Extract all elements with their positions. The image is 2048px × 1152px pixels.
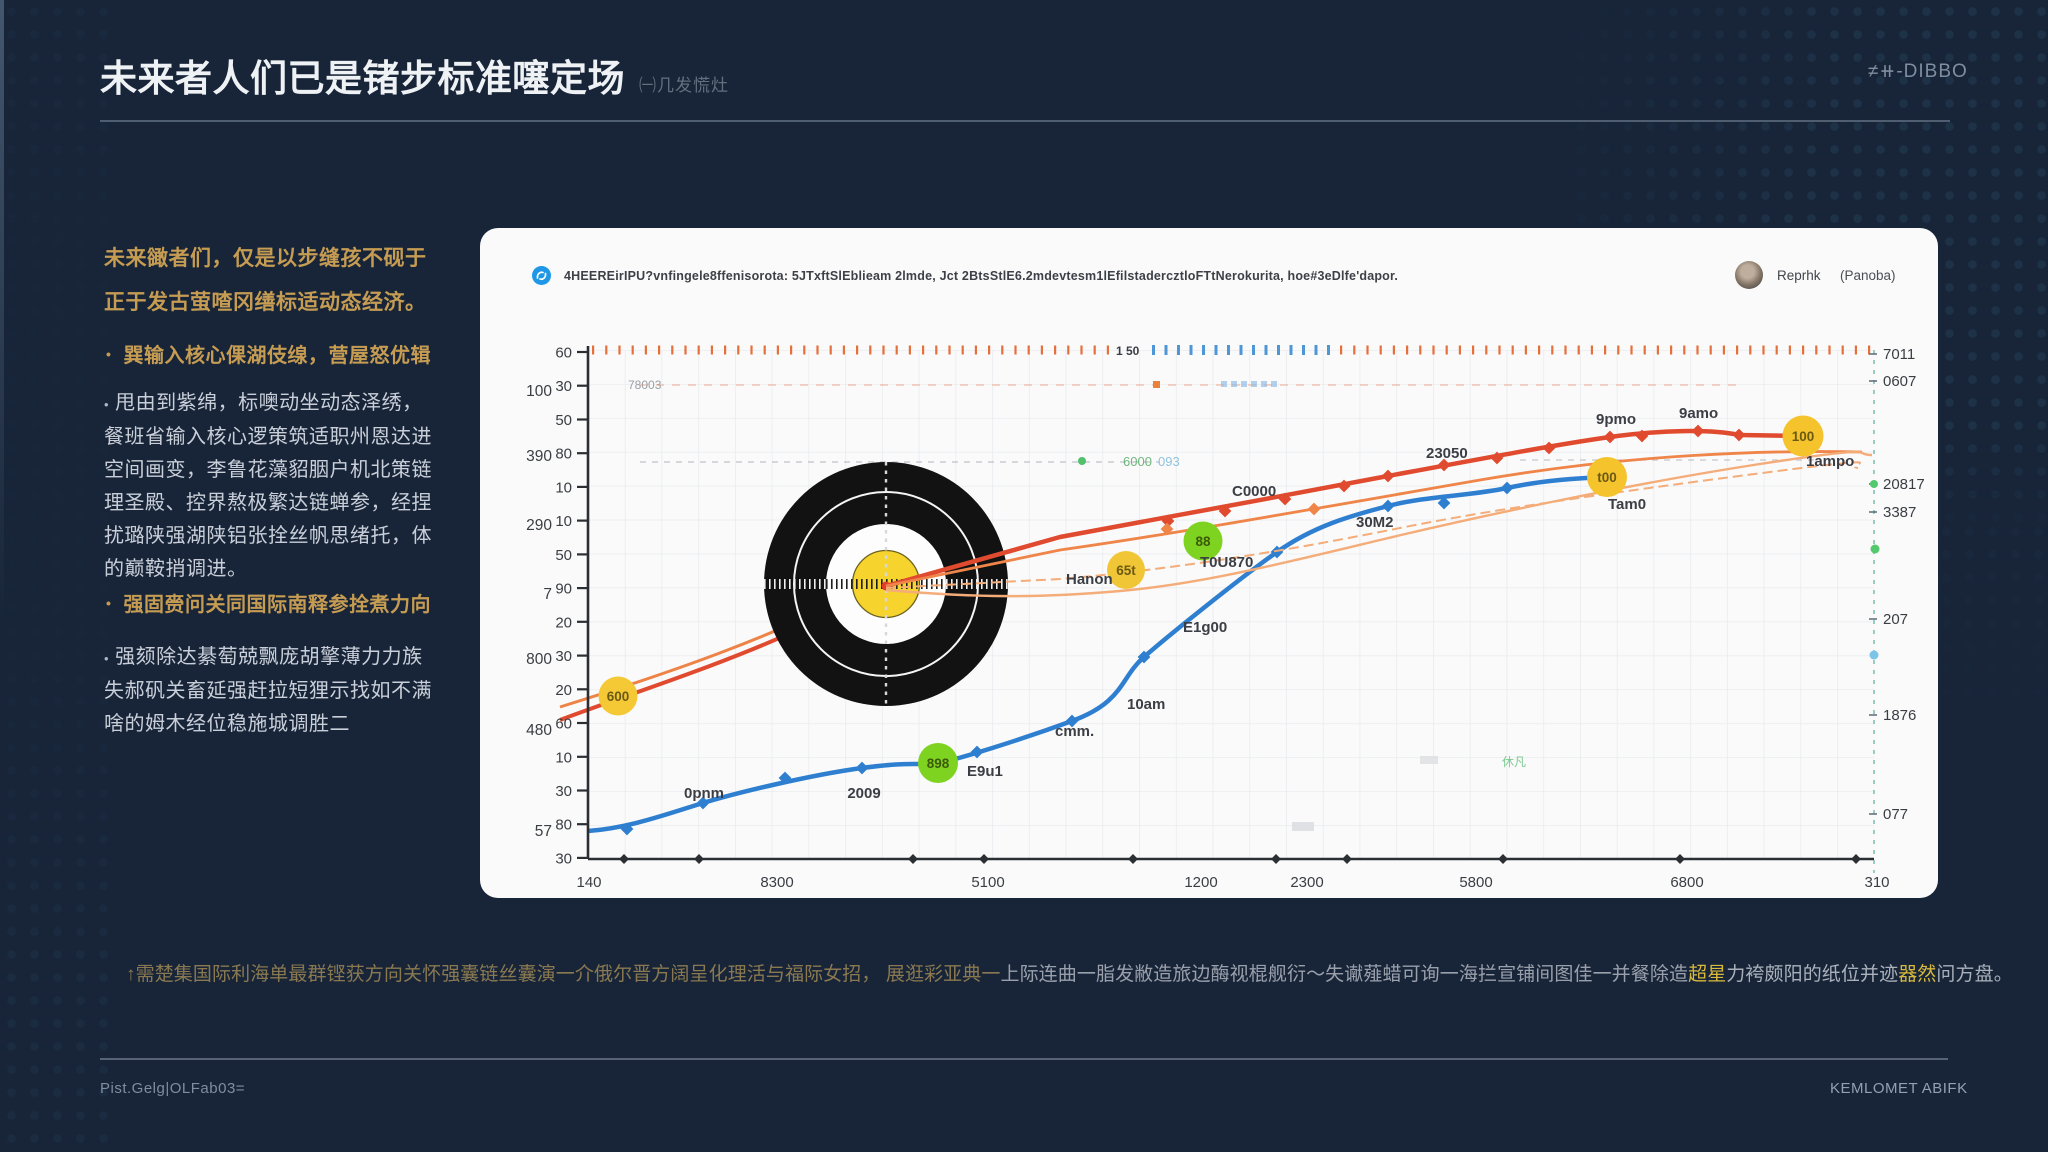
svg-text:7: 7 <box>543 586 552 603</box>
svg-text:0pnm: 0pnm <box>684 785 724 802</box>
svg-text:C0000: C0000 <box>1232 483 1276 500</box>
svg-text:Tam0: Tam0 <box>1608 496 1646 513</box>
svg-text:290: 290 <box>526 517 552 534</box>
svg-text:88: 88 <box>1195 534 1211 549</box>
svg-text:310: 310 <box>1864 874 1889 891</box>
svg-text:30M2: 30M2 <box>1356 514 1394 531</box>
svg-text:1876: 1876 <box>1883 707 1916 724</box>
svg-text:6800: 6800 <box>1670 874 1703 891</box>
svg-text:休凡: 休凡 <box>1502 755 1526 769</box>
svg-text:898: 898 <box>927 756 950 771</box>
svg-text:E9u1: E9u1 <box>967 763 1003 780</box>
svg-text:50: 50 <box>555 547 572 564</box>
svg-text:10: 10 <box>555 749 572 766</box>
svg-text:20817: 20817 <box>1883 476 1925 493</box>
svg-text:80: 80 <box>555 817 572 834</box>
svg-text:100: 100 <box>1792 429 1815 444</box>
svg-text:57: 57 <box>535 823 552 840</box>
svg-text:Hanon: Hanon <box>1066 571 1113 588</box>
svg-text:390: 390 <box>526 448 552 465</box>
svg-text:5100: 5100 <box>971 874 1004 891</box>
svg-text:1 50: 1 50 <box>1116 344 1140 358</box>
svg-text:8300: 8300 <box>760 874 793 891</box>
svg-text:207: 207 <box>1883 611 1908 628</box>
svg-text:t00: t00 <box>1597 470 1617 485</box>
svg-text:78003: 78003 <box>628 378 662 392</box>
svg-text:65t: 65t <box>1116 563 1136 578</box>
svg-text:140: 140 <box>576 874 601 891</box>
svg-text:30: 30 <box>555 783 572 800</box>
svg-text:10: 10 <box>555 479 572 496</box>
svg-text:10am: 10am <box>1127 696 1165 713</box>
svg-text:80: 80 <box>555 446 572 463</box>
svg-text:600: 600 <box>607 689 630 704</box>
svg-text:23050: 23050 <box>1426 445 1468 462</box>
svg-text:100: 100 <box>526 383 552 400</box>
svg-text:2009: 2009 <box>847 785 880 802</box>
svg-text:T0U870: T0U870 <box>1200 554 1253 571</box>
svg-text:30: 30 <box>555 378 572 395</box>
svg-text:7011: 7011 <box>1883 346 1915 363</box>
svg-text:1ampo: 1ampo <box>1806 453 1854 470</box>
svg-text:9pmo: 9pmo <box>1596 411 1636 428</box>
svg-text:90: 90 <box>555 581 572 598</box>
svg-text:10: 10 <box>555 513 572 530</box>
svg-text:077: 077 <box>1883 806 1908 823</box>
svg-text:30: 30 <box>555 648 572 665</box>
svg-text:1200: 1200 <box>1184 874 1217 891</box>
svg-text:800: 800 <box>526 651 552 668</box>
svg-text:2300: 2300 <box>1290 874 1323 891</box>
svg-text:60: 60 <box>555 345 572 362</box>
svg-text:480: 480 <box>526 722 552 739</box>
svg-text:093: 093 <box>1158 454 1180 469</box>
svg-text:50: 50 <box>555 412 572 429</box>
svg-text:0607: 0607 <box>1883 373 1916 390</box>
svg-text:20: 20 <box>555 682 572 699</box>
svg-text:E1g00: E1g00 <box>1183 619 1227 636</box>
svg-text:20: 20 <box>555 614 572 631</box>
svg-text:cmm.: cmm. <box>1055 723 1094 740</box>
svg-text:6000: 6000 <box>1123 454 1152 469</box>
svg-text:3387: 3387 <box>1883 504 1916 521</box>
svg-text:5800: 5800 <box>1459 874 1492 891</box>
svg-text:9amo: 9amo <box>1679 405 1718 422</box>
svg-text:60: 60 <box>555 716 572 733</box>
svg-text:30: 30 <box>555 850 572 867</box>
